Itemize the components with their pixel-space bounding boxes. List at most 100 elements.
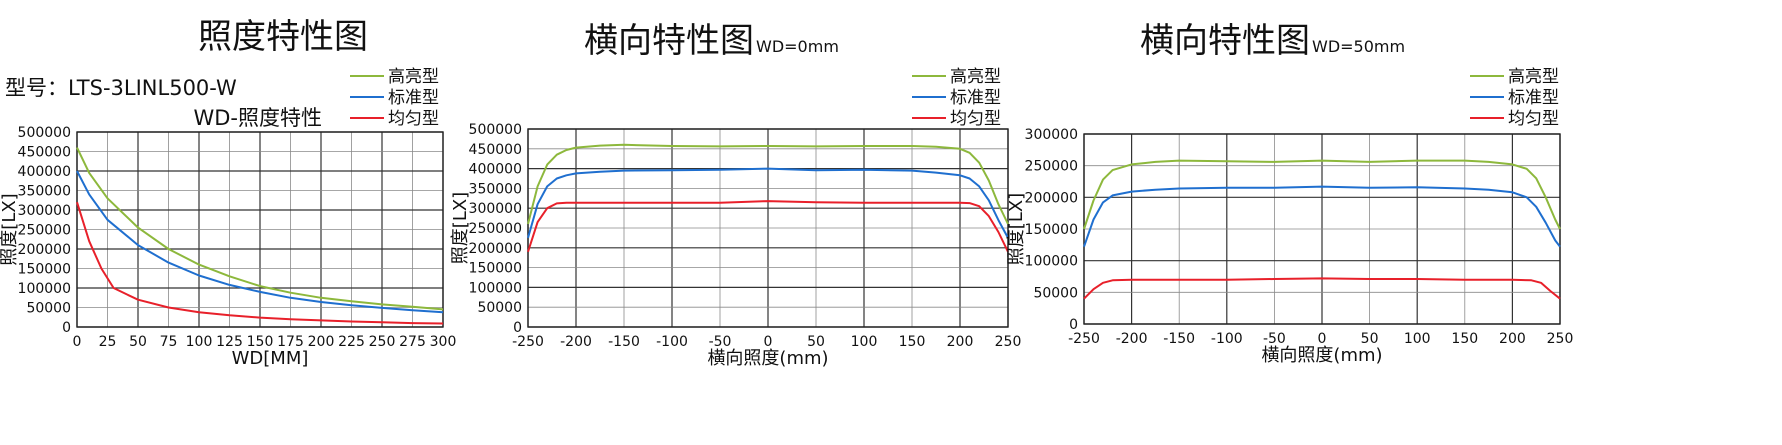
series-line-1 — [527, 143, 1009, 225]
y-tick-label: 300000 — [18, 203, 71, 219]
x-tick-label: 150 — [247, 334, 274, 350]
x-tick-label: -100 — [1211, 331, 1243, 347]
y-tick-label: 250000 — [18, 223, 71, 239]
x-tick-label: -150 — [1163, 331, 1195, 347]
x-tick-label: 100 — [1404, 331, 1431, 347]
legend-label: 均匀型 — [950, 109, 1001, 129]
model-label: 型号：LTS-3LINL500-W — [5, 76, 237, 100]
legend-label: 高亮型 — [388, 67, 439, 87]
legend-label: 均匀型 — [1508, 109, 1559, 129]
legend-label: 标准型 — [1508, 88, 1559, 108]
series-line-2 — [1083, 185, 1561, 248]
y-axis-label: 照度[LX] — [1006, 193, 1027, 265]
x-tick-label: 25 — [99, 334, 117, 350]
x-tick-label: 75 — [160, 334, 178, 350]
x-tick-label: 200 — [947, 334, 974, 350]
x-tick-label: 250 — [1547, 331, 1574, 347]
y-tick-label: 0 — [62, 320, 71, 336]
panel-lateral-wd50: 横向特性图 WD=50mm -250 -200 -150 -100 -50 0 50 100 150… — [1006, 0, 1782, 445]
y-tick-label: 100000 — [469, 280, 522, 296]
chart-title: 照度特性图 — [198, 17, 368, 57]
series-line-2 — [76, 170, 444, 314]
x-tick-label: 125 — [216, 334, 243, 350]
series-line-3 — [76, 201, 444, 325]
x-tick-label: 275 — [399, 334, 426, 350]
x-tick-label: 150 — [1451, 331, 1478, 347]
y-tick-label: 500000 — [18, 125, 71, 141]
chart-lateral-wd0: 横向特性图 WD=0mm -250 -200 -150 -100 -50 0 50 100 150 2… — [450, 21, 1021, 369]
y-tick-label: 300000 — [1025, 127, 1078, 143]
legend-label: 标准型 — [950, 88, 1001, 108]
y-tick-label: 400000 — [469, 162, 522, 178]
series-line-2 — [527, 167, 1009, 239]
y-tick-label: 200000 — [1025, 190, 1078, 206]
y-tick-label: 0 — [513, 320, 522, 336]
y-tick-label: 150000 — [18, 262, 71, 278]
legend-label: 标准型 — [388, 88, 439, 108]
y-tick-label: 450000 — [469, 142, 522, 158]
series-line-3 — [527, 200, 1009, 253]
x-tick-label: 175 — [277, 334, 304, 350]
x-tick-label: -200 — [560, 334, 592, 350]
x-tick-label: -100 — [656, 334, 688, 350]
chart-title: 横向特性图 — [1140, 21, 1310, 61]
chart-title-suffix: WD=50mm — [1312, 37, 1405, 56]
y-tick-label: 200000 — [469, 241, 522, 257]
y-axis-label: 照度[LX] — [0, 193, 20, 265]
chart-title: 横向特性图 — [584, 21, 754, 61]
y-tick-label: 250000 — [469, 221, 522, 237]
x-tick-label: 150 — [899, 334, 926, 350]
x-tick-label: -200 — [1116, 331, 1148, 347]
y-tick-label: 150000 — [1025, 222, 1078, 238]
x-tick-label: 50 — [129, 334, 147, 350]
y-tick-label: 350000 — [18, 184, 71, 200]
y-tick-label: 100000 — [1025, 254, 1078, 270]
chart-caption: WD-照度特性 — [193, 106, 322, 130]
x-tick-label: -250 — [512, 334, 544, 350]
series-line-1 — [1083, 159, 1561, 230]
y-tick-label: 400000 — [18, 164, 71, 180]
plot-frame — [76, 131, 444, 328]
x-tick-label: 100 — [851, 334, 878, 350]
legend-label: 高亮型 — [1508, 67, 1559, 87]
y-tick-label: 100000 — [18, 281, 71, 297]
series-line-1 — [76, 147, 444, 311]
chart-group: 横向特性图 WD=0mm -250 -200 -150 -100 -50 0 50 100 150 2… — [450, 21, 1021, 369]
y-tick-label: 250000 — [1025, 159, 1078, 175]
x-tick-label: -150 — [608, 334, 640, 350]
y-axis-label: 照度[LX] — [450, 192, 471, 264]
y-tick-label: 50000 — [26, 301, 71, 317]
x-tick-label: 300 — [430, 334, 457, 350]
x-axis-label: WD[MM] — [232, 348, 309, 369]
plot-frame — [527, 128, 1009, 328]
x-tick-label: 0 — [1318, 331, 1327, 347]
y-tick-label: 200000 — [18, 242, 71, 258]
y-tick-label: 350000 — [469, 181, 522, 197]
x-axis-label: 横向照度(mm) — [1261, 345, 1382, 366]
x-tick-label: -50 — [709, 334, 732, 350]
panel-lateral-wd0: 横向特性图 WD=0mm -250 -200 -150 -100 -50 0 50 100 150 2… — [450, 0, 1150, 445]
y-tick-label: 50000 — [477, 300, 522, 316]
x-tick-label: 200 — [308, 334, 335, 350]
y-tick-label: 300000 — [469, 201, 522, 217]
x-tick-label: 0 — [764, 334, 773, 350]
x-tick-label: 250 — [369, 334, 396, 350]
x-tick-label: 100 — [186, 334, 213, 350]
x-axis-label: 横向照度(mm) — [707, 348, 828, 369]
x-tick-label: 50 — [1361, 331, 1379, 347]
legend-label: 高亮型 — [950, 67, 1001, 87]
x-tick-label: 200 — [1499, 331, 1526, 347]
y-tick-label: 50000 — [1033, 285, 1078, 301]
y-tick-label: 450000 — [18, 145, 71, 161]
legend-label: 均匀型 — [388, 109, 439, 129]
x-tick-label: -250 — [1068, 331, 1100, 347]
chart-lateral-wd50: 横向特性图 WD=50mm -250 -200 -150 -100 -50 0 50 100 150… — [1006, 21, 1573, 366]
y-tick-label: 0 — [1069, 317, 1078, 333]
chart-group: 横向特性图 WD=50mm -250 -200 -150 -100 -50 0 50 100 150… — [1006, 21, 1573, 366]
x-tick-label: 250 — [995, 334, 1022, 350]
y-tick-label: 500000 — [469, 122, 522, 138]
series-line-3 — [1083, 277, 1561, 300]
x-tick-label: 0 — [73, 334, 82, 350]
